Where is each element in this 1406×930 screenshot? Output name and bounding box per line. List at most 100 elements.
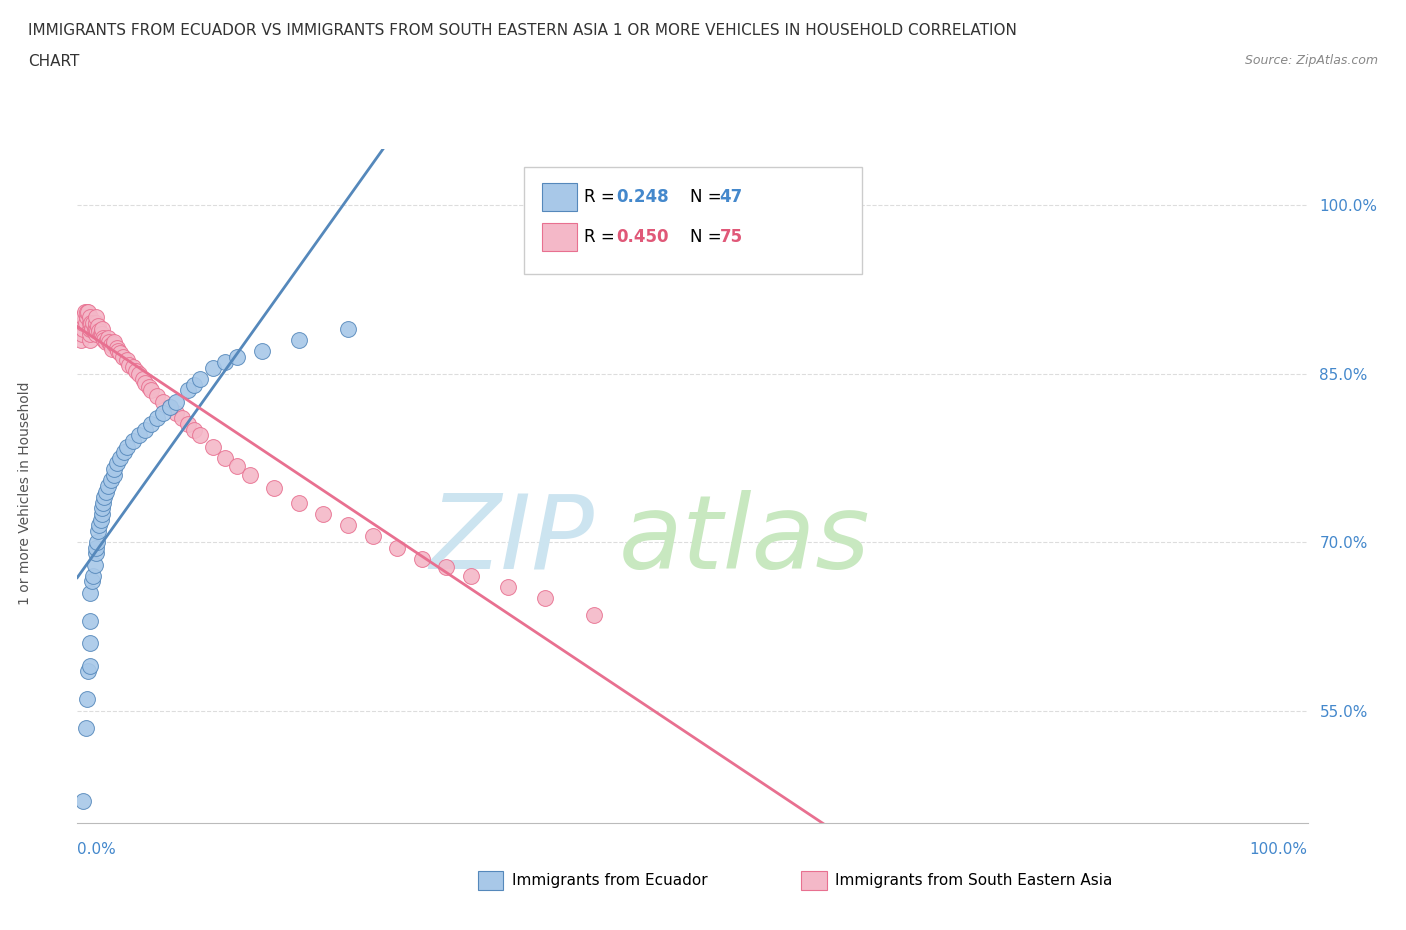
Point — [165, 405, 187, 420]
Point — [152, 394, 174, 409]
Text: ZIP: ZIP — [429, 490, 595, 590]
Text: R =: R = — [585, 188, 620, 206]
Point — [103, 337, 125, 352]
Point — [91, 330, 114, 345]
Point — [72, 310, 94, 325]
Point — [103, 467, 125, 482]
Point — [152, 405, 174, 420]
Point — [83, 557, 105, 572]
Point — [86, 535, 108, 550]
Point — [170, 411, 193, 426]
Point — [128, 366, 150, 381]
Point — [93, 490, 115, 505]
Point — [112, 445, 135, 459]
FancyBboxPatch shape — [524, 167, 862, 273]
Point — [84, 321, 107, 336]
Point — [183, 422, 205, 437]
Point — [77, 664, 100, 679]
Point — [214, 450, 236, 465]
Point — [436, 559, 458, 574]
Point — [103, 461, 125, 476]
Point — [226, 350, 249, 365]
Point — [89, 518, 111, 533]
Point — [90, 512, 112, 527]
Point — [337, 518, 360, 533]
Point — [146, 411, 169, 426]
Point — [79, 321, 101, 336]
Point — [188, 372, 212, 387]
Point — [239, 467, 262, 482]
Bar — [478, 871, 503, 890]
Point — [460, 568, 482, 583]
Point — [75, 315, 97, 330]
Text: 1 or more Vehicles in Household: 1 or more Vehicles in Household — [18, 381, 32, 604]
Point — [93, 332, 115, 347]
Point — [188, 428, 212, 443]
Point — [214, 355, 236, 370]
Point — [90, 501, 114, 516]
Point — [76, 692, 98, 707]
Text: CHART: CHART — [28, 54, 80, 69]
Point — [84, 315, 107, 330]
Point — [125, 364, 148, 379]
Point — [177, 383, 200, 398]
Point — [72, 315, 94, 330]
Point — [72, 793, 94, 808]
Point — [79, 315, 101, 330]
Point — [107, 344, 129, 359]
Point — [79, 310, 101, 325]
Point — [201, 361, 224, 376]
Point — [87, 319, 110, 334]
Point — [121, 433, 143, 448]
Point — [79, 326, 101, 341]
Point — [75, 720, 97, 735]
Point — [98, 335, 121, 350]
Text: Source: ZipAtlas.com: Source: ZipAtlas.com — [1244, 54, 1378, 67]
Point — [100, 338, 122, 352]
Point — [91, 496, 114, 511]
Point — [79, 658, 101, 673]
Point — [263, 481, 285, 496]
Point — [76, 304, 98, 319]
Point — [70, 326, 93, 341]
Point — [534, 591, 557, 605]
Point — [201, 439, 224, 454]
Point — [94, 335, 117, 350]
Point — [82, 315, 104, 330]
Point — [83, 321, 105, 336]
Point — [146, 389, 169, 404]
Point — [76, 310, 98, 325]
Point — [131, 372, 153, 387]
Point — [100, 472, 122, 487]
Point — [82, 574, 104, 589]
Point — [115, 352, 138, 367]
Point — [110, 346, 132, 361]
Point — [288, 332, 311, 347]
Point — [82, 568, 104, 583]
Bar — [801, 871, 827, 890]
Text: 47: 47 — [720, 188, 742, 206]
Point — [111, 350, 134, 365]
Point — [118, 357, 141, 372]
Point — [337, 321, 360, 336]
Point — [72, 321, 94, 336]
Text: 100.0%: 100.0% — [1250, 842, 1308, 857]
Point — [94, 485, 117, 499]
Point — [128, 428, 150, 443]
Point — [90, 507, 114, 522]
Point — [84, 326, 107, 341]
Point — [250, 344, 273, 359]
Point — [79, 585, 101, 600]
Point — [82, 321, 104, 336]
Text: 0.450: 0.450 — [616, 228, 669, 246]
Point — [165, 394, 187, 409]
Text: atlas: atlas — [619, 490, 870, 590]
Text: N =: N = — [690, 228, 727, 246]
Point — [121, 359, 143, 374]
Point — [84, 546, 107, 561]
Point — [97, 479, 120, 494]
Point — [79, 636, 101, 651]
Point — [89, 324, 111, 339]
Point — [101, 341, 124, 356]
Point — [90, 321, 114, 336]
